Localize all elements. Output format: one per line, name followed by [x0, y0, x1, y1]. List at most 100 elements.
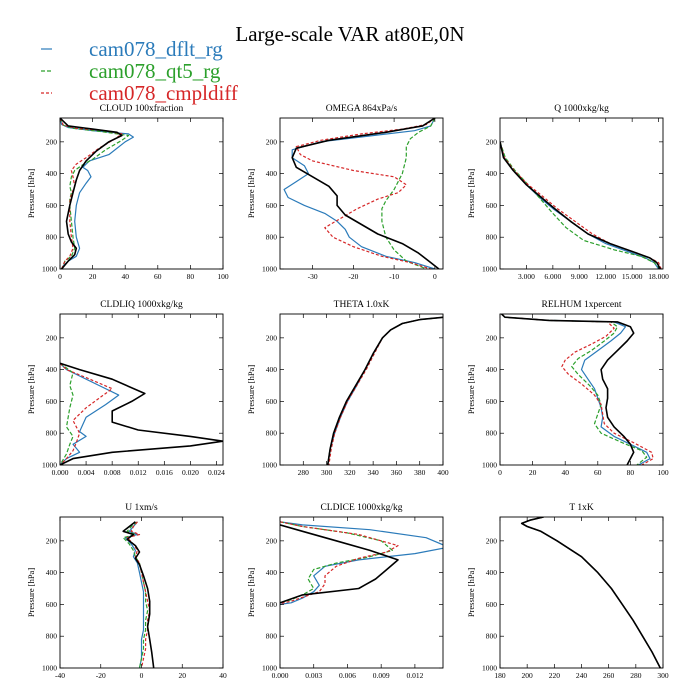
- panel-7-frame: [279, 516, 444, 669]
- panel-2-ytick-label-3: 800: [486, 233, 498, 242]
- panel-8-frame: [499, 516, 664, 669]
- panel-7-ytick-label-1: 400: [266, 568, 278, 577]
- panel-8: 180 200 220 240 260 280 300 200 400 600 800 1000 Pre…: [466, 503, 669, 680]
- panel-4-line-0: [327, 316, 443, 465]
- panel-1-title: OMEGA 864xPa/s: [326, 104, 398, 114]
- panel-3-line-2: [60, 362, 113, 465]
- panel-5-xtick-label-0: 0: [498, 468, 502, 477]
- panel-4-xtick-label-3: 340: [368, 468, 380, 477]
- panel-8-xtick-label-3: 240: [576, 671, 588, 680]
- panel-3-series: [60, 362, 223, 465]
- panel-6-line-0: [124, 521, 145, 668]
- panel-0-ytick-label-3: 800: [46, 233, 58, 242]
- panel-5-title: RELHUM 1xpercent: [542, 300, 622, 310]
- panel-2-xtick-label-2: 9.000: [571, 272, 588, 281]
- panel-0-ytick-label-4: 1000: [42, 265, 57, 274]
- panel-5-ytick-label-3: 800: [486, 429, 498, 438]
- panel-5-series: [501, 314, 654, 465]
- panel-0-series: [60, 118, 134, 269]
- panel-1-ytick-label-1: 400: [266, 169, 278, 178]
- panel-5: 0 20 40 60 80 100 200 400 600 800 1000 Pressure [hP…: [466, 300, 669, 477]
- panel-8-line-1: [521, 517, 661, 668]
- panel-8-ytick-label-1: 400: [486, 568, 498, 577]
- panel-6-xtick-label-0: -40: [55, 671, 65, 680]
- panel-0: 0 20 40 60 80 100 200 400 600 800 1000 Pressure [hP…: [26, 103, 229, 281]
- panel-8-ytick-label-2: 600: [486, 600, 498, 609]
- panel-5-xtick-label-3: 60: [594, 468, 602, 477]
- panel-8-ytick-label-4: 1000: [482, 664, 497, 673]
- panel-4: 280 300 320 340 360 380 400 200 400 600 800 1000 Pre…: [246, 300, 449, 477]
- panel-0-line-1: [60, 118, 130, 269]
- panel-1-xtick-label-2: -10: [389, 272, 399, 281]
- panel-8-ytick-label-0: 200: [486, 536, 498, 545]
- panel-5-ytick-label-2: 600: [486, 397, 498, 406]
- panel-3-ylabel: Pressure [hPa]: [26, 365, 36, 415]
- panel-5-line-3: [501, 314, 635, 465]
- panel-8-line-3: [520, 517, 662, 668]
- panel-6-ytick-label-2: 600: [46, 600, 58, 609]
- panel-1-ytick-label-0: 200: [266, 137, 278, 146]
- legend-label-0: cam078_dflt_rg: [89, 37, 223, 61]
- panel-2-ytick-label-0: 200: [486, 137, 498, 146]
- panel-6-xtick-label-3: 20: [179, 671, 187, 680]
- panel-6-xtick-label-2: 0: [140, 671, 144, 680]
- panel-1-line-2: [295, 118, 436, 269]
- panel-1-ytick-label-2: 600: [266, 201, 278, 210]
- panel-2-line-2: [500, 141, 662, 269]
- panel-4-xtick-label-5: 380: [414, 468, 426, 477]
- panel-4-ytick-label-4: 1000: [262, 461, 277, 470]
- panel-1-ylabel: Pressure [hPa]: [246, 169, 256, 219]
- panel-6: -40 -20 0 20 40 200 400 600 800 1000 Pressure [hPa…: [26, 503, 227, 680]
- panel-5-xtick-label-4: 80: [627, 468, 635, 477]
- panel-2-line-0: [500, 141, 660, 269]
- panel-8-title: T 1xK: [569, 503, 594, 513]
- panel-4-series: [326, 316, 443, 465]
- panel-0-xtick-label-2: 40: [121, 272, 129, 281]
- legend-label-2: cam078_cmpldiff: [89, 81, 238, 105]
- panel-3-frame: [59, 313, 224, 466]
- panel-5-xtick-label-1: 20: [529, 468, 537, 477]
- panel-4-xtick-label-6: 400: [437, 468, 449, 477]
- panel-5-line-1: [501, 314, 648, 465]
- panel-5-ytick-label-0: 200: [486, 333, 498, 342]
- panel-3-xtick-label-1: 0.004: [78, 468, 95, 477]
- panel-0-ytick-label-1: 400: [46, 169, 58, 178]
- panel-0-ytick-label-0: 200: [46, 137, 58, 146]
- panel-0-xtick-label-1: 20: [89, 272, 97, 281]
- panel-2-ylabel: Pressure [hPa]: [466, 169, 476, 219]
- panel-4-xtick-label-4: 360: [391, 468, 403, 477]
- panel-0-frame: [59, 117, 224, 270]
- panel-5-line-0: [501, 314, 651, 465]
- panel-0-xtick-label-3: 60: [154, 272, 162, 281]
- panel-7-line-1: [280, 521, 393, 604]
- panel-7-ytick-label-2: 600: [266, 600, 278, 609]
- panel-5-frame: [499, 313, 664, 466]
- panel-4-line-3: [326, 316, 443, 465]
- panel-3-ytick-label-3: 800: [46, 429, 58, 438]
- panel-2-series: [500, 141, 662, 269]
- panel-2-ytick-label-2: 600: [486, 201, 498, 210]
- panel-2-ytick-label-1: 400: [486, 169, 498, 178]
- panel-2: 3.000 6.000 9.000 12.000 15.000 18.000 200 400 6…: [466, 104, 669, 281]
- panel-1-xtick-label-0: -30: [308, 272, 318, 281]
- panel-5-ytick-label-1: 400: [486, 365, 498, 374]
- panel-3-ytick-label-0: 200: [46, 333, 58, 342]
- panel-6-ytick-label-0: 200: [46, 536, 58, 545]
- panel-4-line-1: [327, 316, 443, 465]
- panel-8-xtick-label-0: 180: [494, 671, 506, 680]
- panel-7-xtick-label-2: 0.006: [339, 671, 356, 680]
- panel-4-ylabel: Pressure [hPa]: [246, 365, 256, 415]
- panel-7-xtick-label-4: 0.012: [406, 671, 423, 680]
- legend-label-1: cam078_qt5_rg: [89, 59, 221, 83]
- panel-8-line-2: [521, 517, 661, 668]
- panel-8-series: [520, 517, 662, 668]
- panel-1-ytick-label-4: 1000: [262, 265, 277, 274]
- panel-5-ylabel: Pressure [hPa]: [466, 365, 476, 415]
- panel-1: -30 -20 -10 0 200 400 600 800 1000 Pressure [hPa]…: [246, 104, 444, 281]
- panel-3-ytick-label-1: 400: [46, 365, 58, 374]
- panel-5-ytick-label-4: 1000: [482, 461, 497, 470]
- panel-2-frame: [499, 117, 664, 270]
- panel-3-xtick-label-5: 0.020: [182, 468, 199, 477]
